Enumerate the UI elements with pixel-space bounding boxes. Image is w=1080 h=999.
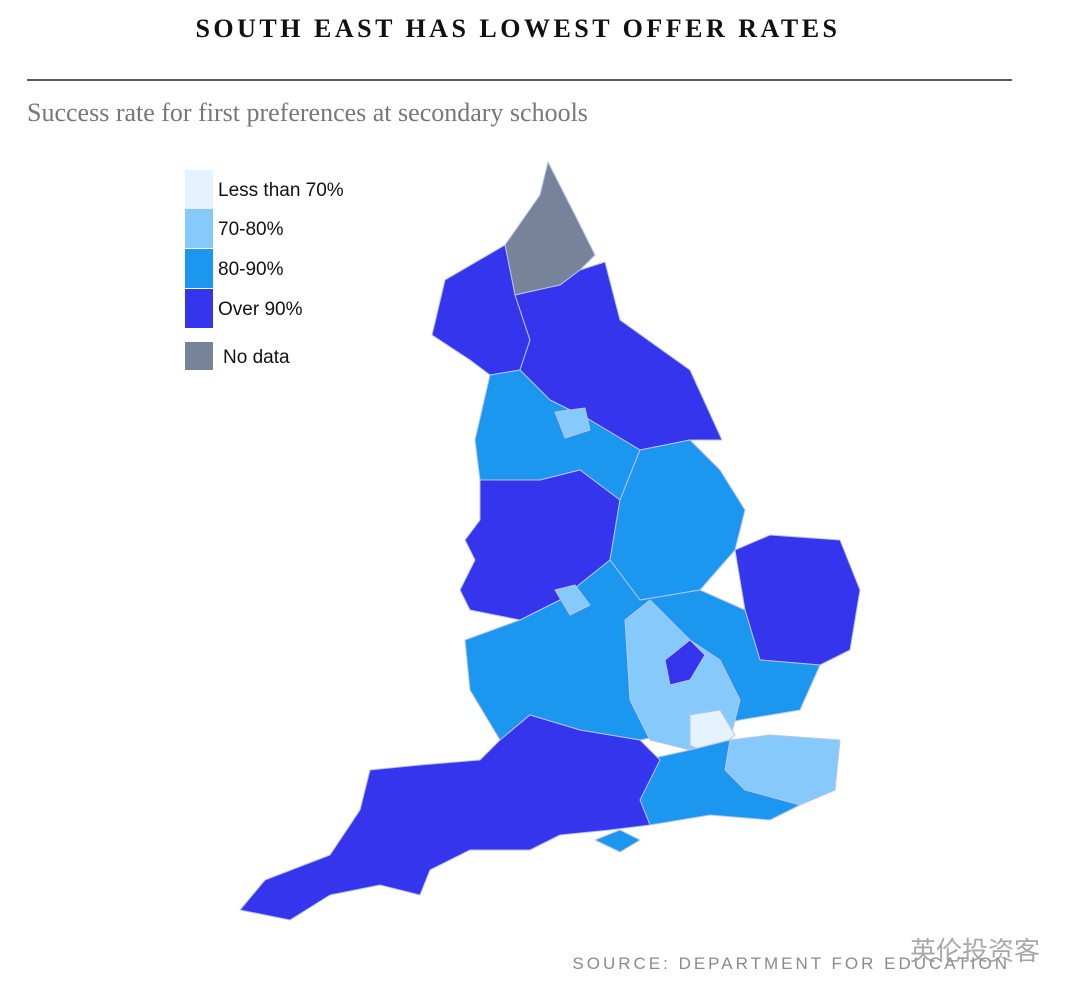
legend-swatch	[185, 249, 213, 288]
legend-label: Over 90%	[218, 299, 303, 320]
legend-label: 80-90%	[218, 259, 284, 280]
subtitle: Success rate for first preferences at se…	[27, 98, 588, 127]
watermark: 英伦投资客	[910, 936, 1040, 966]
map	[239, 161, 861, 921]
region	[594, 829, 641, 853]
region	[239, 714, 661, 921]
region	[664, 639, 706, 686]
legend: Less than 70% 70-80% 80-90% Over 90% No data	[185, 170, 344, 370]
legend-swatch	[185, 170, 213, 209]
legend-swatch	[185, 209, 213, 248]
region	[554, 407, 591, 439]
title: SOUTH EAST HAS LOWEST OFFER RATES	[195, 14, 840, 43]
legend-swatch	[185, 289, 213, 328]
source: SOURCE: DEPARTMENT FOR EDUCATION	[572, 954, 1010, 973]
legend-label: No data	[223, 347, 290, 368]
legend-swatch	[185, 342, 213, 370]
region	[554, 584, 591, 616]
legend-label: Less than 70%	[218, 180, 344, 201]
legend-label: 70-80%	[218, 219, 284, 240]
